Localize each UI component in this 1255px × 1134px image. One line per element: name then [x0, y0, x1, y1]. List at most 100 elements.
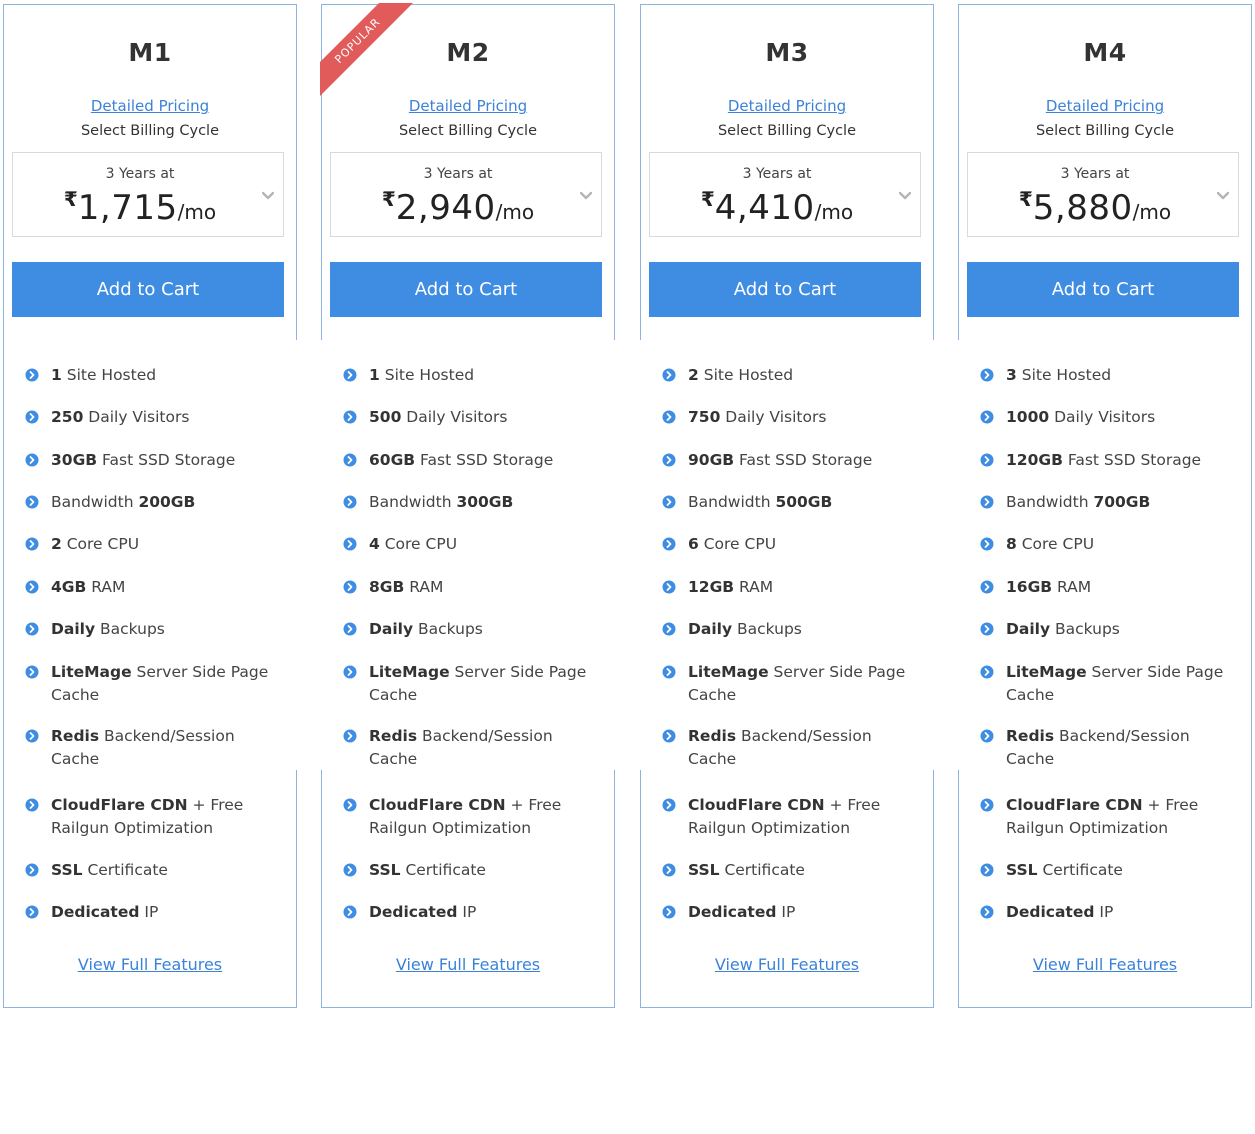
detailed-pricing-link[interactable]: Detailed Pricing [727, 97, 847, 115]
arrow-circle-right-icon [662, 863, 676, 877]
add-to-cart-button[interactable]: Add to Cart [649, 262, 921, 317]
billing-cycle-label: Select Billing Cycle [398, 123, 538, 139]
feature-text: Server Side Page Cache [1006, 663, 1224, 704]
feature-highlight: 2 [51, 535, 62, 553]
feature-highlight: SSL [688, 861, 720, 879]
detailed-pricing-link[interactable]: Detailed Pricing [1045, 97, 1165, 115]
feature-text: Daily Visitors [83, 408, 190, 426]
feature-item: SSL Certificate [662, 859, 924, 882]
currency-symbol: ₹ [1018, 187, 1033, 211]
view-full-features-link[interactable]: View Full Features [395, 955, 541, 974]
feature-item: Redis Backend/Session Cache [25, 725, 287, 770]
feature-item: 3 Site Hosted [980, 364, 1242, 387]
arrow-circle-right-icon [980, 495, 994, 509]
feature-text: RAM [1052, 578, 1092, 596]
feature-text: Daily Visitors [401, 408, 508, 426]
feature-item: 500 Daily Visitors [343, 406, 605, 429]
feature-item: Redis Backend/Session Cache [662, 725, 924, 770]
card-frame [321, 4, 615, 340]
feature-highlight: 6 [688, 535, 699, 553]
arrow-circle-right-icon [25, 410, 39, 424]
plan-name: M3 [765, 38, 809, 67]
feature-highlight: Daily [688, 620, 733, 638]
feature-item: 120GB Fast SSD Storage [980, 449, 1242, 472]
card-frame [321, 770, 615, 1008]
arrow-circle-right-icon [662, 729, 676, 743]
arrow-circle-right-icon [662, 905, 676, 919]
card-frame [958, 770, 1252, 1008]
feature-item: 1 Site Hosted [343, 364, 605, 387]
view-full-features-link[interactable]: View Full Features [77, 955, 223, 974]
feature-text: IP [457, 903, 477, 921]
billing-term: 3 Years at [423, 166, 493, 182]
arrow-circle-right-icon [980, 453, 994, 467]
arrow-circle-right-icon [25, 863, 39, 877]
feature-text: Fast SSD Storage [1062, 451, 1202, 469]
feature-highlight: LiteMage [1006, 663, 1087, 681]
plan-name: M2 [446, 38, 490, 67]
feature-highlight: Redis [688, 727, 737, 745]
view-full-features-link[interactable]: View Full Features [714, 955, 860, 974]
feature-highlight: 60GB [369, 451, 416, 469]
billing-term: 3 Years at [1060, 166, 1130, 182]
feature-item: LiteMage Server Side Page Cache [662, 661, 924, 706]
feature-text: Site Hosted [1016, 366, 1112, 384]
view-full-features-link[interactable]: View Full Features [1032, 955, 1178, 974]
arrow-circle-right-icon [980, 665, 994, 679]
feature-text: Certificate [1037, 861, 1123, 879]
feature-text: Fast SSD Storage [415, 451, 554, 469]
feature-highlight: Daily [1006, 620, 1051, 638]
price-amount: 1,715 [77, 188, 178, 228]
feature-highlight: 500GB [775, 493, 833, 511]
feature-text: Bandwidth [1006, 493, 1094, 511]
feature-text: Backend/Session Cache [1006, 727, 1190, 768]
feature-item: Daily Backups [25, 618, 287, 641]
arrow-circle-right-icon [662, 537, 676, 551]
feature-highlight: Dedicated [369, 903, 458, 921]
arrow-circle-right-icon [662, 410, 676, 424]
feature-item: 12GB RAM [662, 576, 924, 599]
plan-card-m4: M4 Detailed Pricing Select Billing Cycle… [958, 4, 1252, 1008]
arrow-circle-right-icon [25, 798, 39, 812]
detailed-pricing-link[interactable]: Detailed Pricing [90, 97, 210, 115]
feature-highlight: 1 [369, 366, 380, 384]
arrow-circle-right-icon [662, 453, 676, 467]
feature-highlight: SSL [51, 861, 83, 879]
feature-highlight: 90GB [688, 451, 735, 469]
arrow-circle-right-icon [343, 863, 357, 877]
billing-cycle-select[interactable]: 3 Years at ₹5,880/mo [967, 152, 1239, 237]
arrow-circle-right-icon [343, 580, 357, 594]
feature-highlight: 750 [688, 408, 721, 426]
feature-text: Certificate [82, 861, 168, 879]
arrow-circle-right-icon [25, 537, 39, 551]
feature-highlight: Redis [1006, 727, 1055, 745]
add-to-cart-button[interactable]: Add to Cart [967, 262, 1239, 317]
feature-item: Redis Backend/Session Cache [343, 725, 605, 770]
price-amount: 4,410 [714, 188, 815, 228]
feature-text: Fast SSD Storage [97, 451, 236, 469]
arrow-circle-right-icon [662, 665, 676, 679]
feature-item: LiteMage Server Side Page Cache [980, 661, 1242, 706]
billing-cycle-select[interactable]: 3 Years at ₹4,410/mo [649, 152, 921, 237]
price-period: /mo [495, 200, 535, 224]
feature-item: 8GB RAM [343, 576, 605, 599]
arrow-circle-right-icon [662, 495, 676, 509]
feature-item: SSL Certificate [980, 859, 1242, 882]
feature-item: 1000 Daily Visitors [980, 406, 1242, 429]
arrow-circle-right-icon [25, 905, 39, 919]
billing-cycle-select[interactable]: 3 Years at ₹1,715/mo [12, 152, 284, 237]
arrow-circle-right-icon [343, 537, 357, 551]
add-to-cart-button[interactable]: Add to Cart [330, 262, 602, 317]
arrow-circle-right-icon [25, 580, 39, 594]
arrow-circle-right-icon [980, 729, 994, 743]
feature-highlight: Dedicated [688, 903, 777, 921]
feature-item: 30GB Fast SSD Storage [25, 449, 287, 472]
detailed-pricing-link[interactable]: Detailed Pricing [408, 97, 528, 115]
feature-text: Backups [1050, 620, 1120, 638]
price-period: /mo [1132, 200, 1172, 224]
feature-text: + Free Railgun Optimization [51, 796, 244, 837]
arrow-circle-right-icon [662, 368, 676, 382]
billing-cycle-select[interactable]: 3 Years at ₹2,940/mo [330, 152, 602, 237]
add-to-cart-button[interactable]: Add to Cart [12, 262, 284, 317]
feature-highlight: 16GB [1006, 578, 1053, 596]
